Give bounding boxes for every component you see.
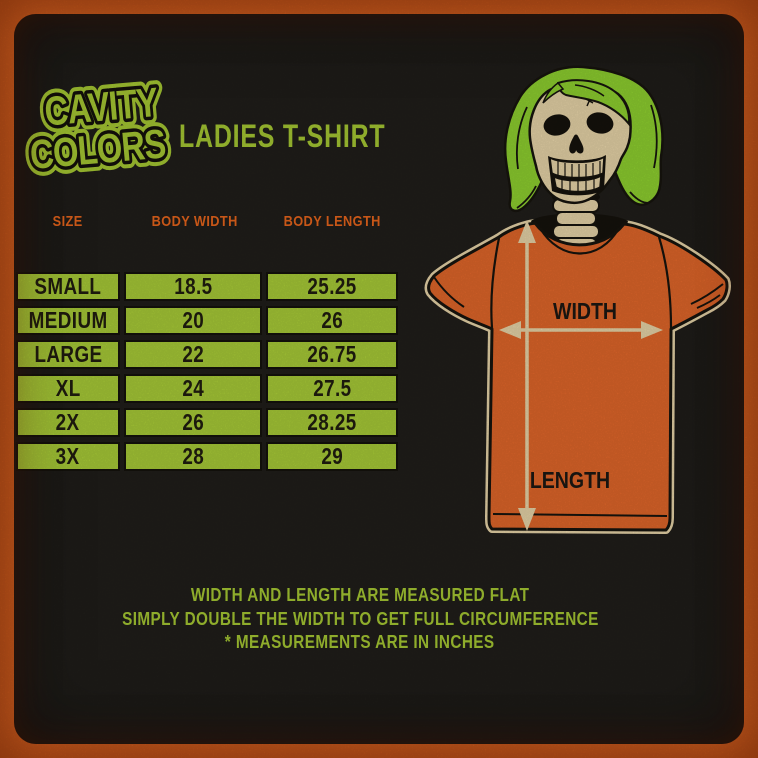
body-length-cell: 29 bbox=[266, 442, 398, 471]
body-width-cell: 28 bbox=[124, 442, 262, 471]
column-header-size: SIZE bbox=[16, 214, 120, 229]
size-cell: SMALL bbox=[16, 272, 120, 301]
size-cell: 3X bbox=[16, 442, 120, 471]
column-header-body-length-label: BODY LENGTH bbox=[283, 213, 381, 230]
body-width-value: 22 bbox=[182, 341, 204, 367]
body-width-value: 18.5 bbox=[173, 273, 213, 299]
body-width-cell: 20 bbox=[124, 306, 262, 335]
size-value: SMALL bbox=[34, 273, 102, 299]
body-length-cell: 26.75 bbox=[266, 340, 398, 369]
body-length-value: 29 bbox=[321, 443, 343, 469]
body-length-value: 26.75 bbox=[307, 341, 357, 367]
footnote-line: SIMPLY DOUBLE THE WIDTH TO GET FULL CIRC… bbox=[14, 608, 706, 632]
footnote-text: * MEASUREMENTS ARE IN INCHES bbox=[225, 632, 495, 652]
body-width-value: 24 bbox=[182, 375, 204, 401]
body-length-value: 25.25 bbox=[307, 273, 357, 299]
column-header-body-length: BODY LENGTH bbox=[266, 214, 398, 229]
footnote-line: WIDTH AND LENGTH ARE MEASURED FLAT bbox=[14, 584, 706, 608]
body-width-value: 20 bbox=[182, 307, 204, 333]
size-value: MEDIUM bbox=[28, 307, 108, 333]
size-value: 3X bbox=[56, 443, 80, 469]
body-length-cell: 26 bbox=[266, 306, 398, 335]
column-header-size-label: SIZE bbox=[52, 213, 84, 230]
body-length-cell: 28.25 bbox=[266, 408, 398, 437]
skeleton-tshirt-illustration: WIDTH LENGTH bbox=[424, 65, 731, 534]
body-length-value: 28.25 bbox=[307, 409, 357, 435]
body-length-value: 27.5 bbox=[312, 375, 352, 401]
body-width-cell: 24 bbox=[124, 374, 262, 403]
page-title: LADIES T-SHIRT bbox=[179, 118, 386, 154]
footnote-text: WIDTH AND LENGTH ARE MEASURED FLAT bbox=[190, 585, 530, 605]
size-cell: LARGE bbox=[16, 340, 120, 369]
body-width-cell: 18.5 bbox=[124, 272, 262, 301]
size-cell: 2X bbox=[16, 408, 120, 437]
body-width-value: 28 bbox=[182, 443, 204, 469]
size-value: 2X bbox=[56, 409, 80, 435]
body-width-cell: 22 bbox=[124, 340, 262, 369]
body-width-cell: 26 bbox=[124, 408, 262, 437]
length-label: LENGTH bbox=[530, 468, 610, 494]
body-length-cell: 25.25 bbox=[266, 272, 398, 301]
column-header-body-width: BODY WIDTH bbox=[126, 214, 264, 229]
footnotes: WIDTH AND LENGTH ARE MEASURED FLAT SIMPL… bbox=[14, 584, 706, 655]
size-chart-table: SMALL 18.5 25.25 MEDIUM 20 26 LARGE 22 2… bbox=[16, 272, 398, 471]
body-length-value: 26 bbox=[321, 307, 343, 333]
size-value: LARGE bbox=[33, 341, 103, 367]
footnote-line: * MEASUREMENTS ARE IN INCHES bbox=[14, 631, 706, 655]
body-width-value: 26 bbox=[182, 409, 204, 435]
cavity-colors-logo: CAVITY CAVITY COLORS COLORS bbox=[21, 72, 174, 185]
size-value: XL bbox=[55, 375, 81, 401]
width-label: WIDTH bbox=[553, 299, 617, 325]
size-cell: MEDIUM bbox=[16, 306, 120, 335]
size-cell: XL bbox=[16, 374, 120, 403]
footnote-text: SIMPLY DOUBLE THE WIDTH TO GET FULL CIRC… bbox=[121, 608, 599, 629]
body-length-cell: 27.5 bbox=[266, 374, 398, 403]
column-header-body-width-label: BODY WIDTH bbox=[151, 213, 239, 230]
